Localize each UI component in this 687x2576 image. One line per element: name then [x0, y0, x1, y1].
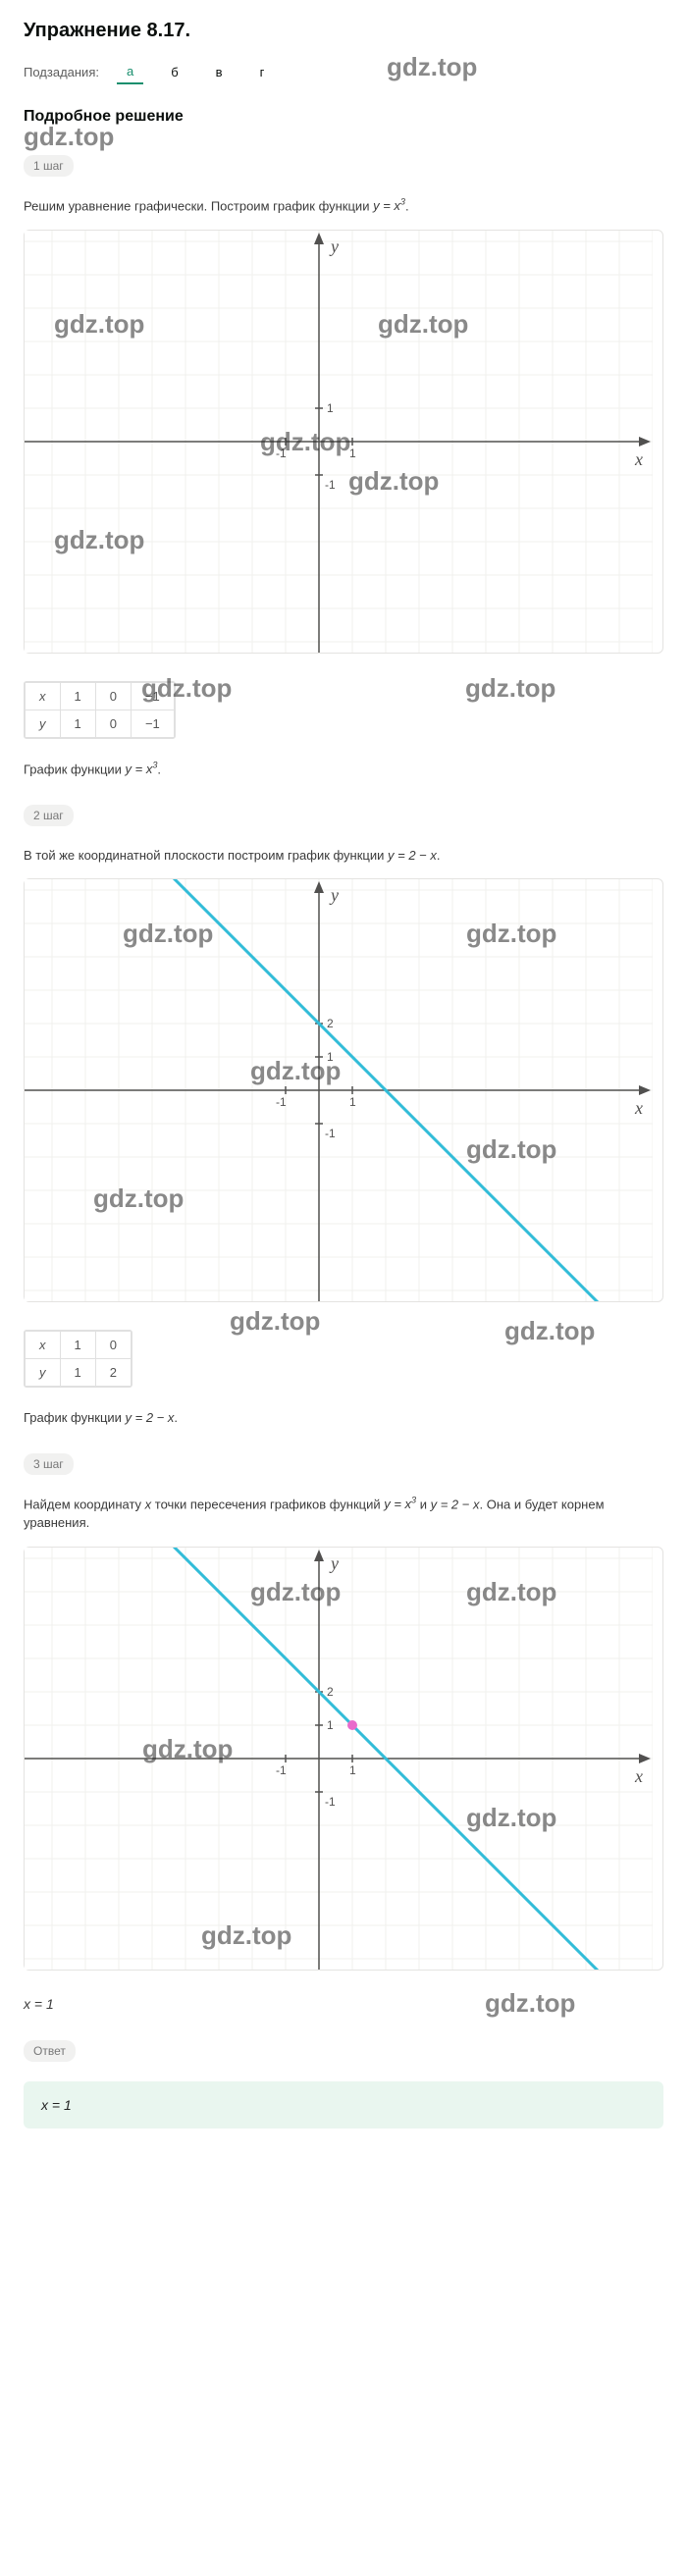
watermark: gdz.top	[465, 673, 555, 704]
tab-a[interactable]: а	[117, 60, 143, 84]
step-badge-3: 3 шаг	[24, 1453, 74, 1475]
answer-label: Ответ	[24, 2040, 76, 2062]
table-1-caption: График функции y = x3.	[24, 760, 663, 779]
chart-1: 11-1-1xy gdz.top gdz.top gdz.top gdz.top…	[24, 230, 663, 654]
svg-text:y: y	[329, 885, 339, 905]
svg-text:1: 1	[349, 1763, 356, 1777]
svg-text:y: y	[329, 1553, 339, 1573]
table-cell: y	[26, 710, 61, 737]
value-table-2: x10 y12	[24, 1330, 132, 1388]
table-cell: 1	[60, 710, 95, 737]
svg-text:x: x	[634, 449, 643, 469]
svg-text:2: 2	[327, 1017, 334, 1030]
table-2-caption: График функции y = 2 − x.	[24, 1408, 663, 1428]
svg-text:x: x	[634, 1098, 643, 1118]
table-cell: 1	[60, 1332, 95, 1359]
table-cell: −1	[131, 682, 174, 710]
svg-text:1: 1	[349, 447, 356, 460]
svg-text:1: 1	[327, 401, 334, 415]
svg-text:-1: -1	[276, 1095, 287, 1109]
svg-text:x: x	[634, 1766, 643, 1786]
subtasks-label: Подзадания:	[24, 65, 99, 79]
table-cell: x	[26, 1332, 61, 1359]
chart-3: 112-1-1xy gdz.top gdz.top gdz.top gdz.to…	[24, 1547, 663, 1971]
value-table-1: x10−1 y10−1	[24, 681, 176, 739]
section-heading: Подробное решение	[24, 108, 663, 126]
table-cell: 0	[95, 1332, 131, 1359]
answer-box: x = 1	[24, 2081, 663, 2129]
tab-v[interactable]: в	[206, 61, 233, 83]
table-cell: 1	[60, 682, 95, 710]
table-cell: 0	[95, 710, 131, 737]
svg-text:1: 1	[349, 1095, 356, 1109]
table-cell: −1	[131, 710, 174, 737]
subtasks-row: Подзадания: а б в г gdz.top	[24, 60, 663, 84]
svg-text:2: 2	[327, 1685, 334, 1699]
table-cell: y	[26, 1359, 61, 1387]
table-cell: 1	[60, 1359, 95, 1387]
svg-text:-1: -1	[325, 1127, 336, 1140]
step-badge-2: 2 шаг	[24, 805, 74, 826]
watermark: gdz.top	[387, 52, 477, 82]
exercise-title: Упражнение 8.17.	[24, 20, 663, 42]
watermark: gdz.top	[504, 1316, 595, 1346]
svg-text:1: 1	[327, 1050, 334, 1064]
table-cell: 2	[95, 1359, 131, 1387]
svg-text:y: y	[329, 237, 339, 256]
svg-text:1: 1	[327, 1718, 334, 1732]
svg-text:-1: -1	[325, 1795, 336, 1809]
result-equation: x = 1	[24, 1994, 663, 2015]
table-cell: x	[26, 682, 61, 710]
chart-2: 112-1-1xy gdz.top gdz.top gdz.top gdz.to…	[24, 878, 663, 1302]
watermark: gdz.top	[230, 1306, 320, 1337]
step-badge-1: 1 шаг	[24, 155, 74, 177]
svg-text:-1: -1	[276, 1763, 287, 1777]
step-text-1: Решим уравнение графически. Построим гра…	[24, 196, 663, 216]
svg-text:-1: -1	[276, 447, 287, 460]
table-cell: 0	[95, 682, 131, 710]
watermark: gdz.top	[24, 122, 114, 152]
step-text-2: В той же координатной плоскости построим…	[24, 846, 663, 866]
step-text-3: Найдем координату x точки пересечения гр…	[24, 1495, 663, 1533]
tab-g[interactable]: г	[250, 61, 275, 83]
tab-b[interactable]: б	[161, 61, 187, 83]
svg-text:-1: -1	[325, 478, 336, 492]
